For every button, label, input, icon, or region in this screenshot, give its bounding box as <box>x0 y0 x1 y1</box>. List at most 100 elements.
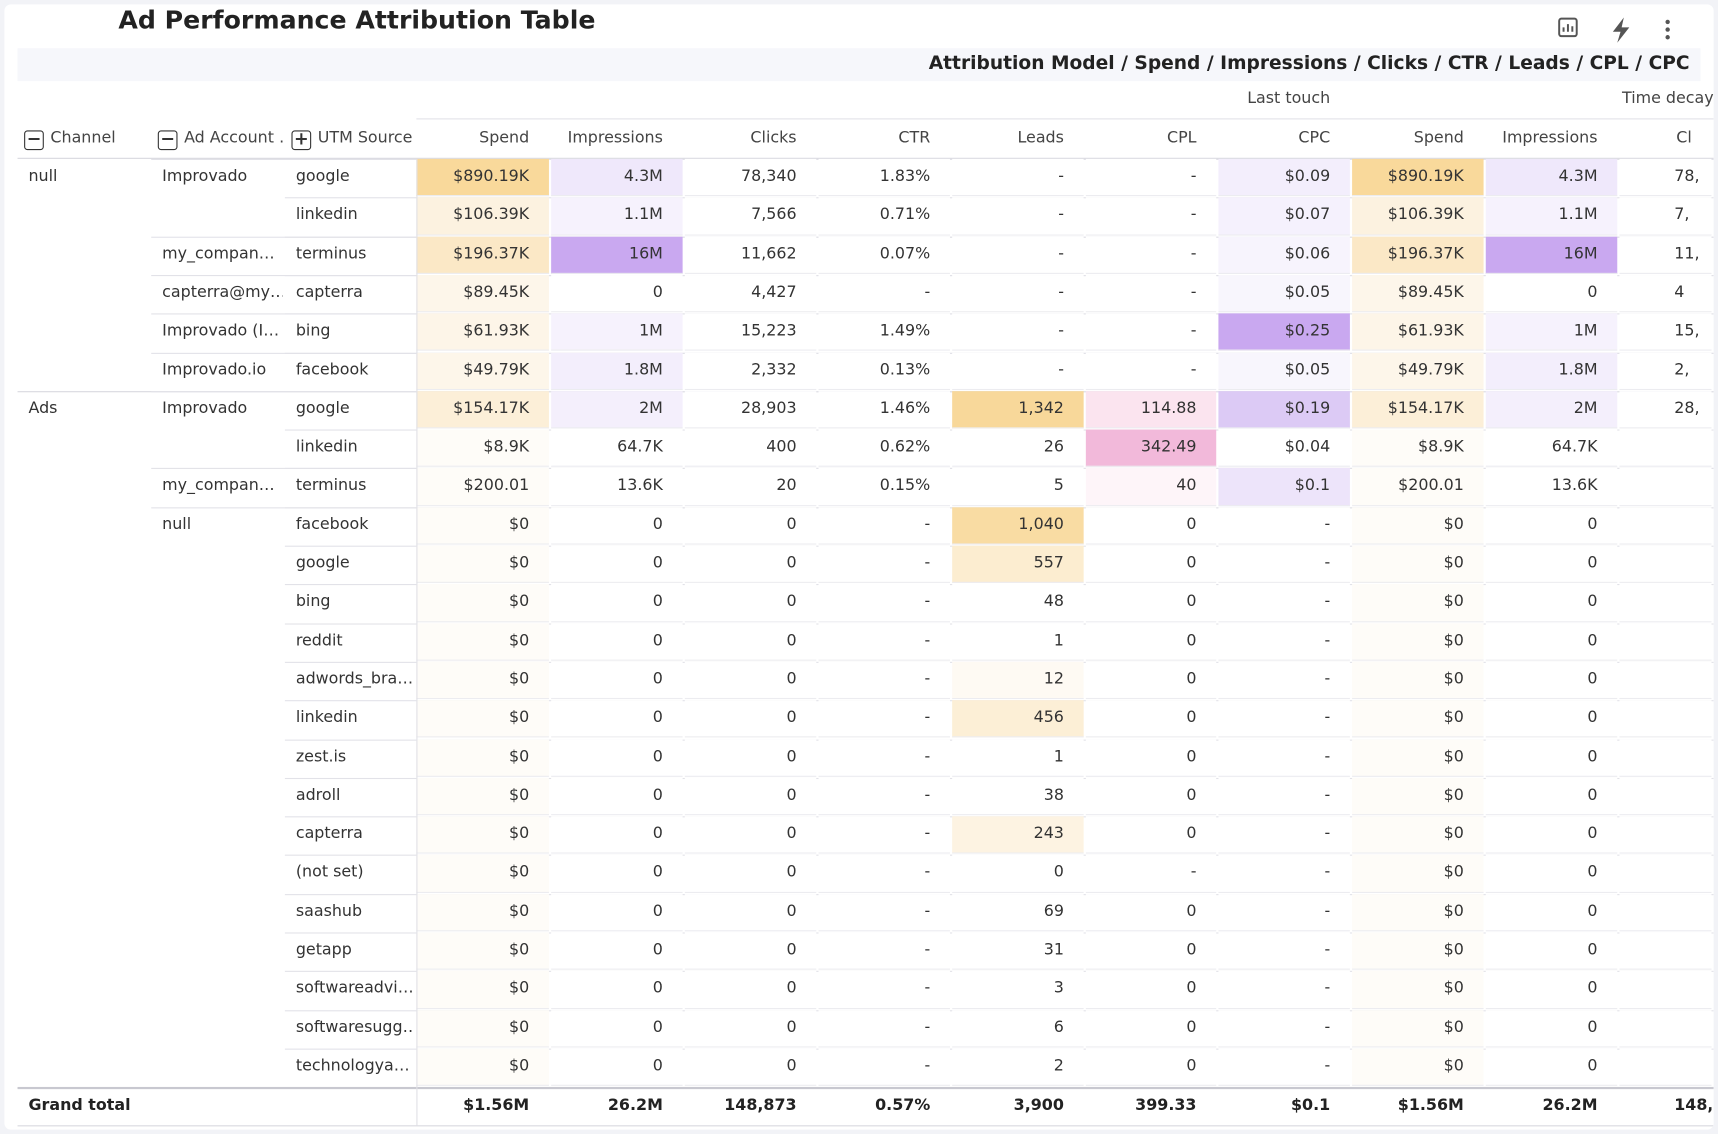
value-cell: 78,340 <box>740 167 797 186</box>
value-cell: 0 <box>652 593 663 611</box>
dimension-cell: bing <box>295 322 331 340</box>
cell-bg <box>1485 274 1618 313</box>
cell-bg <box>818 739 950 777</box>
dimension-cell: zest.is <box>295 747 347 766</box>
value-cell: 0 <box>1186 593 1197 611</box>
value-cell: 0 <box>652 554 663 572</box>
cell-bg <box>1218 777 1350 816</box>
cell-bg <box>684 739 817 777</box>
value-cell: 6 <box>1053 1018 1064 1037</box>
cell-bg <box>1085 1048 1217 1087</box>
cell-bg <box>1352 584 1484 622</box>
cell-bg <box>1485 893 1618 932</box>
menu-icon[interactable] <box>1665 19 1670 40</box>
cell-bg <box>1085 700 1217 738</box>
total-cell: 26.2M <box>607 1097 663 1115</box>
value-cell: 1M <box>1573 322 1598 340</box>
column-header: Ad Account … <box>184 129 283 147</box>
value-cell: 1.1M <box>1558 206 1598 224</box>
expand-toggle[interactable]: − <box>24 130 44 151</box>
cell-bg <box>1085 777 1217 816</box>
value-cell: 5 <box>1053 477 1064 495</box>
cell-bg <box>1085 545 1217 584</box>
cell-bg <box>416 739 549 777</box>
dimension-cell: Ads <box>28 399 58 418</box>
value-cell: 0 <box>786 1057 797 1075</box>
column-header: UTM Source <box>317 129 413 147</box>
value-cell: 0 <box>786 786 797 805</box>
value-cell: $0 <box>509 709 530 727</box>
cell-bg <box>1085 584 1217 622</box>
value-cell: 0 <box>1587 747 1598 766</box>
cell-bg <box>1619 932 1712 971</box>
cell-bg <box>818 893 950 932</box>
dimension-cell: null <box>162 515 192 534</box>
value-cell: 0 <box>1186 902 1197 921</box>
value-cell: $0 <box>1443 902 1464 921</box>
value-cell: $0 <box>1443 979 1464 998</box>
expand-toggle[interactable]: − <box>157 130 178 151</box>
cell-bg <box>1619 236 1712 274</box>
cell-bg <box>551 429 683 468</box>
cell-bg <box>1352 236 1484 274</box>
lightning-icon[interactable] <box>1612 17 1630 43</box>
cell-bg <box>1619 855 1712 893</box>
dimension-cell: capterra@my… <box>162 283 283 302</box>
cell-bg <box>1218 855 1350 893</box>
cell-bg <box>416 236 549 274</box>
cell-bg <box>1485 739 1618 777</box>
value-cell: 64.7K <box>617 438 663 456</box>
cell-bg <box>952 390 1084 429</box>
cell-bg <box>551 700 683 738</box>
cell-bg <box>1352 390 1484 429</box>
value-cell: 0 <box>1186 786 1197 805</box>
value-cell: $106.39K <box>453 206 530 224</box>
cell-bg <box>1485 1048 1618 1087</box>
cell-bg <box>1218 197 1350 236</box>
cell-bg <box>1619 661 1712 700</box>
cell-bg <box>684 1048 817 1087</box>
total-cell: $1.56M <box>463 1097 530 1115</box>
value-cell: $0 <box>509 631 530 650</box>
cell-bg <box>1218 893 1350 932</box>
cell-bg <box>1485 661 1618 700</box>
expand-toggle[interactable]: + <box>291 130 312 151</box>
cell-bg <box>1085 739 1217 777</box>
cell-bg <box>551 197 683 236</box>
value-cell: $0 <box>1443 670 1464 688</box>
value-cell: 0 <box>1587 863 1598 882</box>
cell-bg <box>1085 506 1217 545</box>
value-cell: 0 <box>1587 1018 1598 1037</box>
cell-bg <box>1085 893 1217 932</box>
value-cell: $0 <box>1443 825 1464 843</box>
cell-bg <box>1352 468 1484 506</box>
cell-bg <box>1218 971 1350 1009</box>
cell-bg <box>818 623 950 661</box>
value-cell: 0 <box>1186 979 1197 998</box>
cell-bg <box>952 777 1084 816</box>
dimension-cell: my_compan… <box>162 477 275 495</box>
cell-bg <box>952 352 1084 390</box>
chart-icon[interactable] <box>1558 17 1578 38</box>
value-cell: $196.37K <box>453 244 530 263</box>
cell-bg <box>1352 274 1484 313</box>
cell-bg <box>551 236 683 274</box>
cell-bg <box>818 236 950 274</box>
value-cell: 16M <box>1563 244 1598 263</box>
value-cell: 13.6K <box>1551 477 1598 495</box>
cell-bg <box>1485 197 1618 236</box>
cell-bg <box>551 584 683 622</box>
value-cell: $0.25 <box>1284 322 1331 340</box>
value-cell: $61.93K <box>463 322 530 340</box>
cell-bg <box>1485 545 1618 584</box>
value-cell: $0 <box>1443 1057 1464 1075</box>
value-cell: 0 <box>1186 1057 1197 1075</box>
value-cell: - <box>924 825 931 843</box>
total-cell: 0.57% <box>875 1097 931 1115</box>
cell-bg <box>1085 661 1217 700</box>
value-cell: 0 <box>1587 941 1598 959</box>
value-cell: - <box>1324 979 1331 998</box>
cell-bg <box>952 236 1084 274</box>
value-cell: 0 <box>1186 515 1197 534</box>
dimension-cell: saashub <box>295 902 363 921</box>
